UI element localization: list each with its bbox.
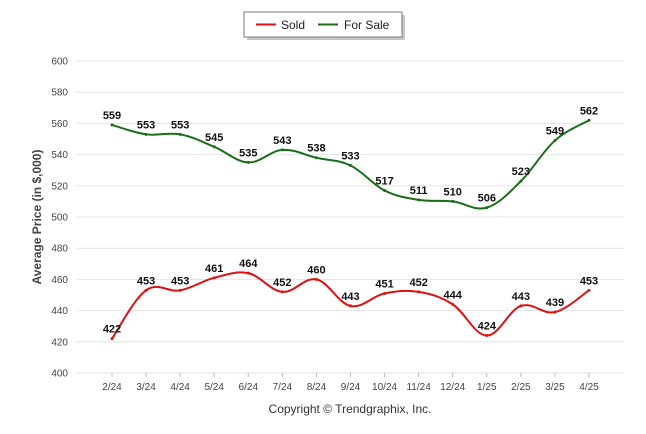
x-tick-label: 1/25	[477, 382, 497, 393]
x-tick-label: 5/24	[204, 382, 224, 393]
data-label-sold: 453	[580, 275, 598, 287]
data-point-sold	[212, 276, 216, 280]
x-tick-label: 3/25	[545, 382, 565, 393]
data-point-for-sale	[314, 156, 318, 160]
data-label-for-sale: 511	[410, 185, 428, 197]
data-label-for-sale: 553	[171, 119, 189, 131]
data-point-for-sale	[587, 118, 591, 122]
y-tick-label: 420	[51, 337, 68, 348]
x-tick-label: 7/24	[273, 382, 293, 393]
data-label-sold: 464	[239, 258, 258, 270]
data-label-for-sale: 523	[512, 166, 530, 178]
data-point-for-sale	[485, 206, 489, 210]
y-tick-label: 540	[51, 150, 68, 161]
series-lines	[110, 118, 591, 341]
data-label-sold: 452	[409, 277, 427, 289]
data-labels: 422 453 453 461 464 452 460 443 451 452 444 424 443 4…	[103, 105, 598, 335]
data-label-sold: 460	[307, 264, 325, 276]
data-label-for-sale: 535	[239, 147, 257, 159]
x-tick-label: 4/25	[579, 382, 599, 393]
x-tick-label: 2/24	[102, 382, 122, 393]
data-point-sold	[349, 304, 352, 308]
y-tick-label: 500	[51, 213, 68, 224]
data-label-sold: 453	[171, 275, 189, 287]
data-label-sold: 444	[444, 289, 463, 301]
data-point-sold	[246, 271, 250, 275]
data-label-for-sale: 562	[580, 105, 598, 117]
data-label-for-sale: 538	[307, 143, 325, 155]
copyright-text: Copyright © Trendgraphix, Inc.	[269, 402, 432, 416]
y-tick-label: 580	[51, 88, 68, 99]
data-label-for-sale: 510	[444, 186, 462, 198]
y-tick-label: 440	[51, 306, 68, 317]
data-label-for-sale: 506	[478, 193, 496, 205]
data-label-for-sale: 553	[137, 119, 155, 131]
data-label-sold: 443	[341, 291, 359, 303]
data-label-for-sale: 517	[375, 175, 393, 187]
data-point-for-sale	[451, 199, 455, 203]
data-point-sold	[553, 310, 557, 314]
data-label-sold: 424	[478, 321, 497, 333]
y-tick-label: 460	[51, 275, 68, 286]
data-point-sold	[417, 290, 421, 294]
data-point-sold	[144, 288, 148, 292]
x-tick-label: 8/24	[307, 382, 327, 393]
data-point-sold	[178, 288, 182, 292]
data-label-for-sale: 559	[103, 110, 121, 122]
data-label-sold: 452	[273, 277, 291, 289]
y-tick-label: 480	[51, 244, 68, 255]
data-point-sold	[587, 288, 591, 292]
data-point-sold	[383, 291, 387, 295]
y-tick-label: 400	[51, 369, 68, 380]
legend: Sold For Sale	[243, 11, 405, 40]
y-axis-title: Average Price (in $,000)	[30, 150, 44, 285]
data-point-sold	[280, 290, 284, 294]
data-point-for-sale	[519, 179, 523, 183]
axes: 400 420 440 460 480 500 520 540 560 580 600 2/24 3/2…	[51, 57, 599, 394]
x-tick-label: 2/25	[511, 382, 531, 393]
data-point-for-sale	[553, 139, 557, 143]
data-label-sold: 422	[103, 324, 121, 336]
data-label-sold: 461	[205, 263, 223, 275]
data-point-for-sale	[110, 123, 114, 127]
x-tick-label: 9/24	[341, 382, 361, 393]
x-tick-label: 12/24	[440, 382, 465, 393]
data-point-for-sale	[383, 188, 387, 192]
data-point-for-sale	[212, 145, 216, 149]
data-label-sold: 443	[512, 291, 530, 303]
data-label-for-sale: 533	[341, 151, 359, 163]
legend-label-for-sale: For Sale	[344, 18, 390, 32]
legend-label-sold: Sold	[281, 18, 305, 32]
gridlines	[76, 60, 624, 374]
x-tick-label: 6/24	[239, 382, 259, 393]
data-point-for-sale	[280, 148, 284, 152]
data-point-sold	[485, 334, 489, 338]
x-tick-label: 3/24	[136, 382, 156, 393]
x-tick-label: 10/24	[372, 382, 397, 393]
data-label-for-sale: 545	[205, 132, 223, 144]
x-tick-label: 11/24	[406, 382, 431, 393]
data-point-for-sale	[178, 132, 182, 136]
data-point-for-sale	[246, 160, 250, 164]
data-point-sold	[519, 304, 523, 308]
data-label-sold: 451	[375, 278, 393, 290]
data-label-sold: 439	[546, 297, 564, 309]
x-tick-label: 4/24	[170, 382, 190, 393]
data-label-sold: 453	[137, 275, 155, 287]
data-point-sold	[110, 337, 114, 341]
data-point-sold	[451, 302, 455, 306]
y-tick-label: 560	[51, 119, 68, 130]
y-tick-label: 600	[51, 57, 68, 68]
data-label-for-sale: 549	[546, 126, 564, 138]
data-point-for-sale	[417, 198, 421, 202]
data-point-for-sale	[349, 164, 352, 168]
y-tick-label: 520	[51, 181, 68, 192]
data-point-sold	[314, 277, 318, 281]
data-label-for-sale: 543	[273, 135, 291, 147]
data-point-for-sale	[144, 132, 148, 136]
